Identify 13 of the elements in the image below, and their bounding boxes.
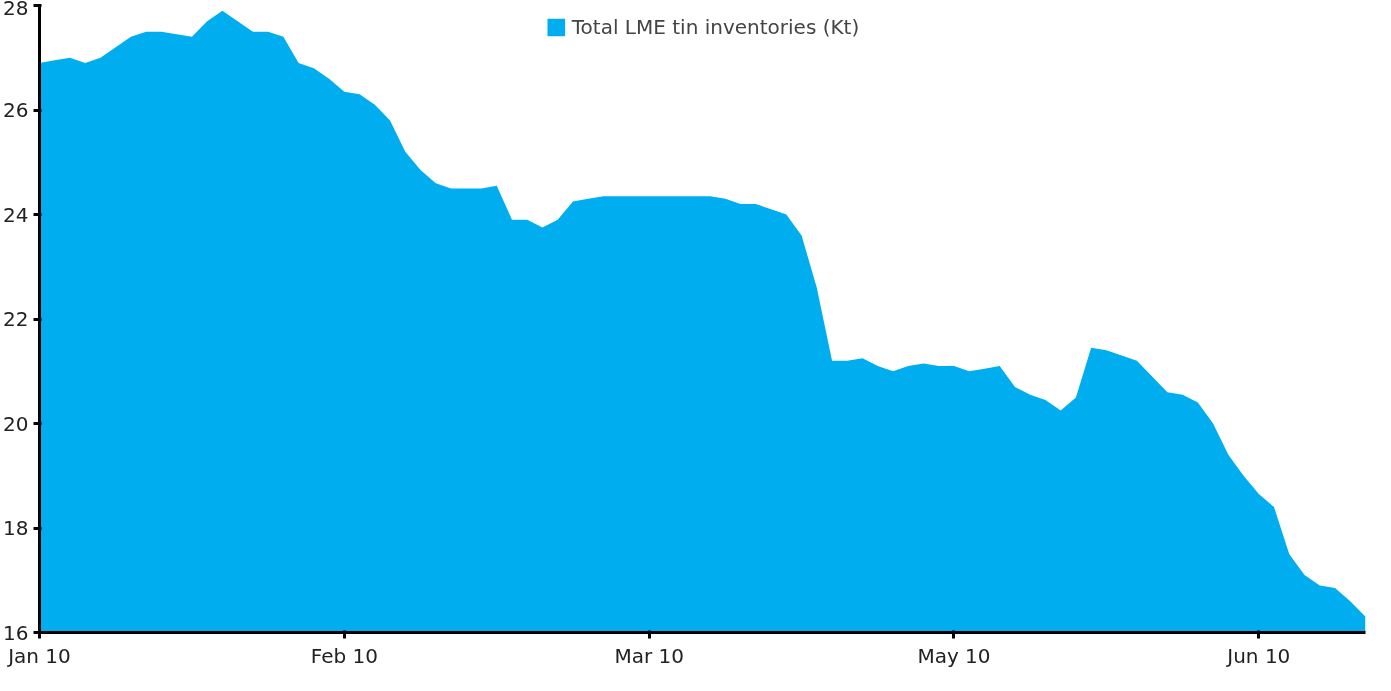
y-tick-label: 28 <box>3 0 29 20</box>
y-tick-label: 18 <box>3 516 29 540</box>
x-tick-label: Jun 10 <box>1225 643 1291 668</box>
y-tick-label: 16 <box>3 620 29 645</box>
y-tick-label: 20 <box>3 411 29 436</box>
x-tick-label: Mar 10 <box>614 643 684 668</box>
y-tick-label: 24 <box>3 202 29 227</box>
y-tick-label: 26 <box>3 98 29 122</box>
x-tick-label: May 10 <box>917 643 991 668</box>
y-tick-label: 22 <box>3 307 29 331</box>
x-tick-label: Feb 10 <box>310 643 378 668</box>
x-tick-label: Jan 10 <box>6 643 71 668</box>
legend-label: Total LME tin inventories (Kt) <box>571 15 860 39</box>
